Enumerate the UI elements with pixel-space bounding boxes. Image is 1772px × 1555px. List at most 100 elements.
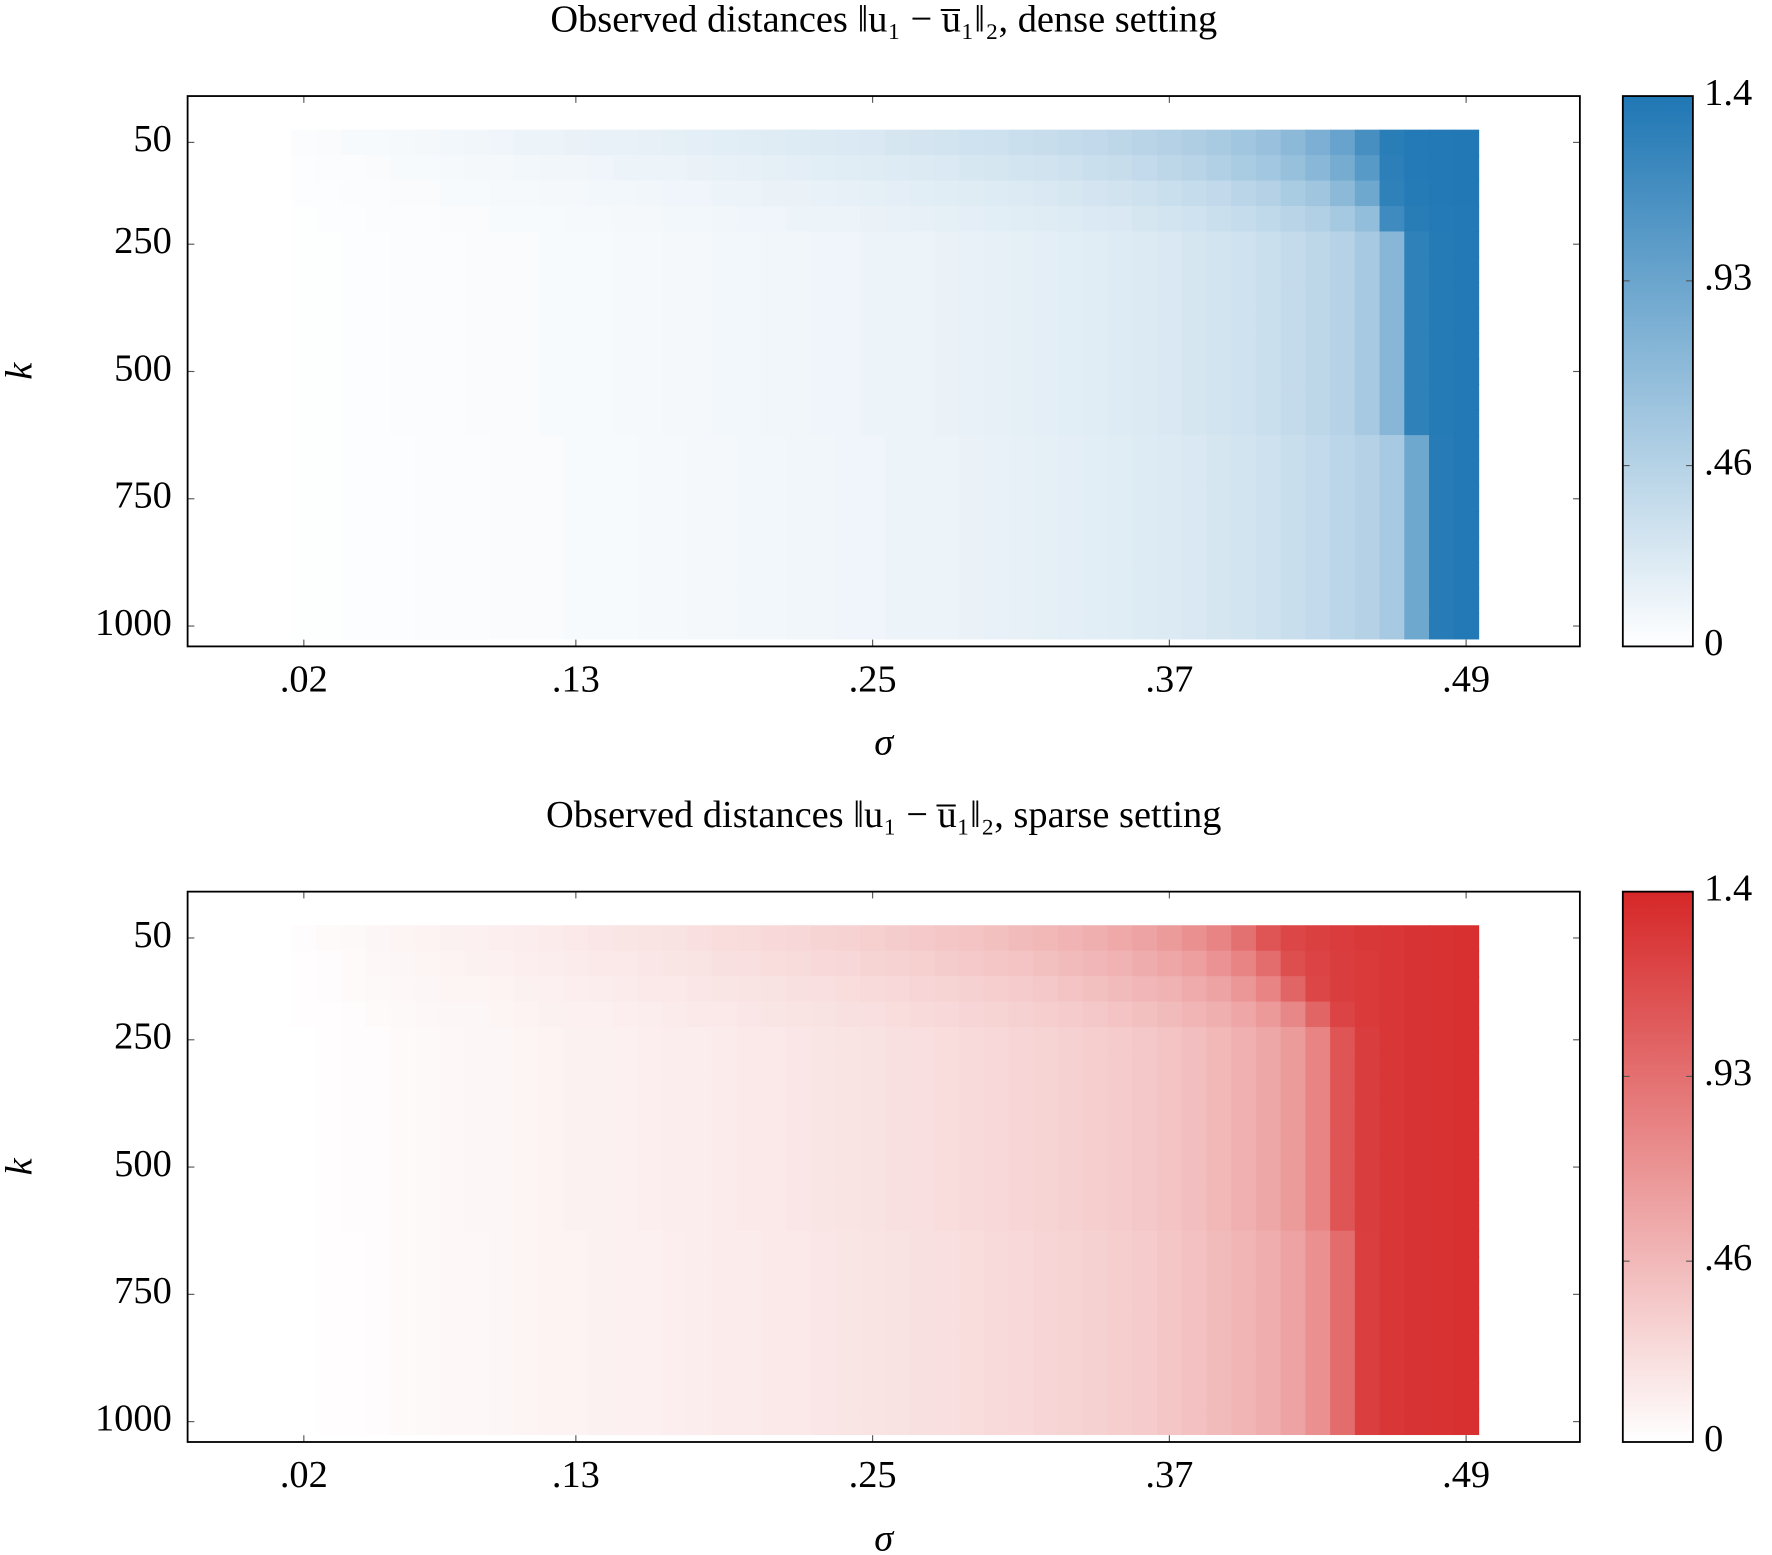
heatmap-cell	[1008, 976, 1035, 1003]
heatmap-cell	[687, 1383, 713, 1410]
heatmap-cell	[1330, 1103, 1356, 1130]
heatmap-cell	[612, 511, 639, 538]
heatmap-cell	[1157, 1128, 1183, 1156]
heatmap-cell	[884, 1357, 911, 1385]
heatmap-cell	[786, 1001, 812, 1028]
heatmap-cell	[340, 307, 367, 334]
heatmap-cell	[1206, 511, 1232, 538]
heatmap-cell	[1255, 511, 1282, 538]
heatmap-cell	[761, 1307, 787, 1334]
heatmap-cell	[588, 1128, 614, 1156]
heatmap-cell	[1404, 1357, 1430, 1385]
heatmap-cell	[934, 460, 960, 487]
heatmap-cell	[736, 1103, 763, 1130]
heatmap-cell	[884, 282, 911, 309]
heatmap-cell	[1033, 1256, 1059, 1283]
heatmap-cell	[1453, 1307, 1480, 1334]
heatmap-cell	[711, 1256, 738, 1283]
heatmap-cell	[464, 613, 490, 640]
heatmap-cell	[687, 486, 713, 513]
heatmap-cell	[810, 1357, 837, 1385]
heatmap-cell	[934, 1408, 960, 1436]
heatmap-cell	[860, 1281, 886, 1308]
heatmap-cell	[1379, 282, 1405, 309]
heatmap-cell	[1082, 384, 1109, 411]
heatmap-cell	[1330, 1077, 1356, 1105]
heatmap-cell	[1132, 1103, 1158, 1130]
heatmap-cell	[662, 925, 688, 952]
heatmap-cell	[1453, 1281, 1480, 1308]
heatmap-cell	[909, 1230, 936, 1257]
heatmap-cell	[1181, 206, 1208, 233]
heatmap-cell	[1305, 486, 1331, 513]
heatmap-cell	[1354, 1077, 1381, 1105]
heatmap-cell	[835, 358, 861, 385]
heatmap-cell	[588, 486, 614, 513]
heatmap-cell	[761, 1077, 787, 1105]
heatmap-cell	[1255, 1408, 1282, 1436]
heatmap-cell	[563, 1281, 589, 1308]
heatmap-cell	[909, 1154, 936, 1181]
heatmap-cell	[662, 1128, 688, 1156]
heatmap-cell	[316, 925, 342, 952]
heatmap-cell	[1305, 950, 1331, 977]
heatmap-cell	[1082, 1154, 1109, 1181]
heatmap-cell	[1181, 384, 1208, 411]
heatmap-cell	[1354, 587, 1381, 614]
heatmap-cell	[1181, 460, 1208, 487]
heatmap-cell	[662, 1408, 688, 1436]
heatmap-cell	[415, 1001, 441, 1028]
heatmap-cell	[810, 206, 837, 233]
heatmap-cell	[1033, 435, 1059, 462]
heatmap-cell	[1008, 1357, 1035, 1385]
heatmap-cell	[810, 1154, 837, 1181]
heatmap-cell	[1379, 307, 1405, 334]
heatmap-cell	[1008, 256, 1035, 284]
heatmap-cell	[786, 562, 812, 589]
heatmap-cell	[1206, 1383, 1232, 1410]
heatmap-cell	[390, 333, 416, 360]
heatmap-cell	[1379, 333, 1405, 360]
heatmap-cell	[489, 206, 515, 233]
heatmap-cell	[390, 1103, 416, 1130]
heatmap-cell	[711, 587, 738, 614]
heatmap-cell	[612, 613, 639, 640]
heatmap-cell	[514, 1383, 540, 1410]
heatmap-cell	[340, 384, 367, 411]
heatmap-cell	[588, 587, 614, 614]
heatmap-cell	[1181, 1001, 1208, 1028]
y-tick-label: 50	[133, 914, 171, 956]
heatmap-cell	[959, 1027, 985, 1054]
heatmap-cell	[1429, 333, 1455, 360]
heatmap-cell	[1231, 1052, 1257, 1079]
heatmap-cell	[1181, 155, 1208, 182]
heatmap-cell	[340, 1383, 367, 1410]
heatmap-cell	[514, 129, 540, 156]
heatmap-cell	[316, 129, 342, 156]
heatmap-cell	[909, 1128, 936, 1156]
plot-frame	[186, 95, 1581, 648]
heatmap-cell	[637, 231, 664, 258]
heatmap-cell	[711, 1205, 738, 1232]
heatmap-cell	[612, 1128, 639, 1156]
heatmap-cell	[612, 976, 639, 1003]
heatmap-cell	[983, 1230, 1010, 1257]
heatmap-cell	[810, 1077, 837, 1105]
heatmap-cell	[1033, 1307, 1059, 1334]
heatmap-cell	[860, 1001, 886, 1028]
heatmap-cell	[1280, 435, 1307, 462]
heatmap-cell	[390, 1332, 416, 1359]
heatmap-cell	[736, 460, 763, 487]
heatmap-cell	[687, 231, 713, 258]
heatmap-cell	[1058, 1001, 1084, 1028]
heatmap-cell	[464, 1357, 490, 1385]
heatmap-cell	[687, 562, 713, 589]
heatmap-cell	[1280, 129, 1307, 156]
heatmap-cell	[390, 409, 416, 436]
heatmap-cell	[316, 1052, 342, 1079]
heatmap-cell	[415, 1077, 441, 1105]
heatmap-cell	[1404, 1408, 1430, 1436]
heatmap-cell	[1305, 155, 1331, 182]
heatmap-cell	[983, 1256, 1010, 1283]
heatmap-cell	[1305, 976, 1331, 1003]
